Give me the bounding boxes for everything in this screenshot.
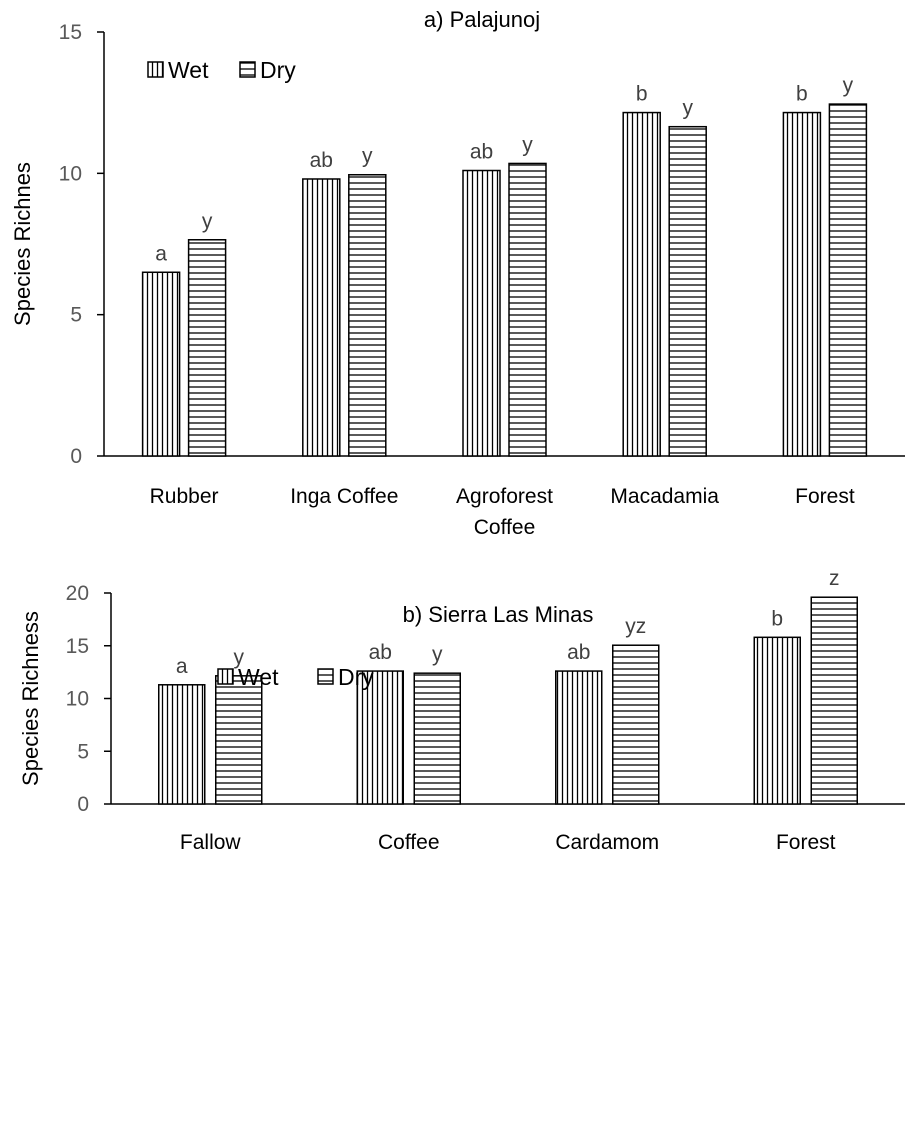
y-tick-label: 15	[59, 21, 82, 44]
x-category-label-line: Rubber	[150, 485, 219, 508]
significance-label: z	[829, 567, 840, 590]
bar-wet-3	[622, 111, 661, 457]
significance-label: a	[155, 242, 167, 265]
y-tick-label: 5	[77, 740, 89, 763]
significance-label: b	[636, 83, 648, 106]
bar-dry-2	[612, 644, 660, 805]
significance-label: y	[234, 646, 245, 669]
significance-label: ab	[567, 641, 590, 664]
x-category-label-line: Inga Coffee	[290, 485, 398, 508]
x-category-label-line: Forest	[795, 485, 855, 508]
bar-dry-1	[413, 672, 461, 805]
bar-wet-0	[158, 684, 206, 805]
bar-dry-3	[810, 596, 858, 805]
significance-label: ab	[369, 641, 392, 664]
x-category-label: Agroforest Coffee	[456, 485, 553, 539]
bar-dry-1	[348, 173, 387, 457]
x-category-label: Inga Coffee	[290, 485, 398, 508]
chart-1: 0 5 10 15 20 b) Sierra Las Minas Species Richn…	[18, 567, 905, 854]
bar-wet-3	[753, 636, 801, 805]
bar-dry-3	[668, 125, 707, 457]
bar-wet-4	[782, 111, 822, 457]
significance-label: yz	[625, 615, 646, 638]
bar-dry-0	[187, 239, 227, 457]
significance-label: y	[682, 97, 693, 120]
x-category-label: Coffee	[378, 831, 440, 854]
legend: Wet Dry	[147, 57, 296, 83]
x-category-label: Fallow	[180, 831, 242, 854]
legend-swatch-dry	[317, 668, 334, 685]
significance-label: y	[432, 643, 443, 666]
x-category-label: Forest	[776, 831, 836, 854]
bar-wet-2	[462, 169, 501, 457]
chart-0: 0 5 10 15 a) Palajunoj Species Richnes a y Rubbe…	[10, 7, 905, 539]
legend-swatch-dry	[239, 61, 256, 78]
x-category-label-line: Agroforest	[456, 485, 553, 508]
significance-label: y	[202, 210, 213, 233]
y-tick-label: 20	[66, 582, 89, 605]
significance-label: b	[771, 607, 783, 630]
bar-wet-1	[356, 670, 404, 805]
bar-dry-2	[508, 162, 547, 457]
legend-label-dry: Dry	[260, 57, 296, 83]
legend-label-wet: Wet	[238, 664, 279, 690]
bar-wet-2	[555, 670, 603, 805]
y-tick-label: 0	[77, 793, 89, 816]
y-tick-label: 15	[66, 635, 89, 658]
y-tick-label: 5	[70, 304, 82, 327]
bar-dry-0	[215, 675, 263, 805]
chart-title: a) Palajunoj	[424, 7, 540, 32]
legend-swatch-wet	[147, 61, 164, 78]
significance-label: y	[522, 133, 533, 156]
bar-dry-4	[828, 103, 868, 457]
legend-label-wet: Wet	[168, 57, 209, 83]
legend: Wet Dry	[217, 664, 374, 690]
significance-label: ab	[310, 149, 333, 172]
legend-swatch-wet	[217, 668, 234, 685]
significance-label: y	[362, 145, 373, 168]
x-category-label: Forest	[795, 485, 855, 508]
y-axis-title: Species Richness	[18, 611, 43, 786]
x-category-label-line: Coffee	[474, 516, 536, 539]
x-category-label-line: Coffee	[378, 831, 440, 854]
significance-label: ab	[470, 141, 493, 164]
chart-title: b) Sierra Las Minas	[403, 602, 594, 627]
significance-label: y	[843, 74, 854, 97]
y-tick-label: 10	[66, 688, 89, 711]
legend-label-dry: Dry	[338, 664, 374, 690]
x-category-label: Cardamom	[555, 831, 659, 854]
x-category-label-line: Cardamom	[555, 831, 659, 854]
y-tick-label: 10	[59, 162, 82, 185]
x-category-label-line: Macadamia	[610, 485, 719, 508]
significance-label: a	[176, 655, 188, 678]
y-tick-label: 0	[70, 445, 82, 468]
bar-wet-1	[302, 178, 341, 457]
x-category-label-line: Forest	[776, 831, 836, 854]
bar-wet-0	[141, 271, 181, 457]
x-category-label: Rubber	[150, 485, 219, 508]
significance-label: b	[796, 83, 808, 106]
x-category-label-line: Fallow	[180, 831, 242, 854]
x-category-label: Macadamia	[610, 485, 719, 508]
y-axis-title: Species Richnes	[10, 162, 35, 326]
